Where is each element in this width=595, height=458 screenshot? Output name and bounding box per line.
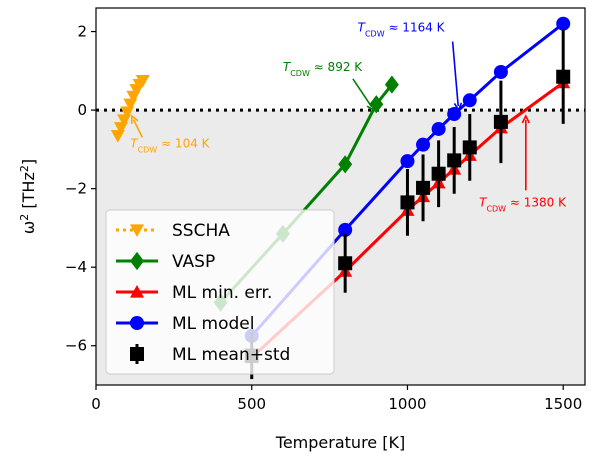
y-tick-label: −4 (65, 258, 87, 276)
y-axis-label: ω2 [THz2] (18, 159, 39, 234)
y-label-unit-pre: [THz (19, 172, 38, 214)
y-tick-label: 0 (77, 101, 87, 119)
y-label-main: ω (19, 221, 38, 234)
data-point (556, 16, 571, 31)
y-tick-label: 2 (77, 23, 87, 41)
annotation-arrowhead (453, 102, 463, 112)
cdw-annotation: TCDW ≈ 1164 K (358, 21, 463, 112)
legend-entry: ML model (116, 314, 254, 334)
annotation-arrowhead (521, 114, 531, 124)
data-point (493, 65, 508, 80)
cdw-annotation: TCDW ≈ 104 K (130, 114, 211, 154)
series-sscha (110, 75, 150, 143)
legend-label: ML mean+std (172, 345, 290, 365)
data-point (447, 107, 462, 122)
legend-entry: VASP (116, 251, 215, 272)
cdw-annotation: TCDW ≈ 1380 K (479, 114, 567, 213)
legend-entry: ML min. err. (116, 283, 272, 303)
data-point (384, 75, 399, 94)
y-label-sup: 2 (18, 214, 31, 221)
data-point (400, 195, 415, 210)
plot-frame (95, 7, 586, 386)
y-label-unit-post: ] (19, 159, 38, 165)
data-point (338, 155, 353, 174)
legend-marker (130, 316, 144, 330)
legend-entry: ML mean+std (130, 344, 290, 365)
legend-label: SSCHA (172, 221, 230, 241)
annotation-arrowhead (130, 114, 139, 124)
data-point (431, 121, 446, 136)
series-ml-model (244, 16, 571, 343)
data-point (416, 137, 431, 152)
data-point (135, 75, 150, 88)
annotation-text: TCDW ≈ 1164 K (358, 21, 446, 39)
data-point (338, 222, 353, 237)
legend: SSCHA VASP ML min. err. ML model ML mean+std (105, 209, 335, 375)
x-tick-label: 1500 (544, 395, 582, 413)
legend-entry: SSCHA (116, 221, 230, 241)
annotation-arrowhead (366, 102, 375, 112)
y-tick-label: −6 (65, 337, 87, 355)
legend-label: ML model (172, 314, 254, 334)
y-label-unit-sup: 2 (18, 165, 31, 172)
annotation-arrow (451, 41, 459, 107)
data-point (462, 140, 477, 155)
annotation-text: TCDW ≈ 892 K (283, 60, 363, 78)
x-tick-label: 1000 (388, 395, 426, 413)
y-tick-label: −2 (65, 180, 87, 198)
cdw-annotation: TCDW ≈ 892 K (283, 60, 375, 112)
legend-marker (130, 347, 144, 361)
legend-marker (130, 224, 144, 237)
data-point (462, 93, 477, 108)
data-point (556, 69, 571, 84)
data-point (493, 114, 508, 129)
data-point (338, 256, 353, 271)
annotation-arrow (132, 119, 143, 138)
legend-label: ML min. err. (172, 283, 272, 303)
data-point (416, 180, 431, 195)
x-axis-label: Temperature [K] (275, 433, 405, 452)
legend-label: VASP (172, 252, 215, 272)
data-point (447, 153, 462, 168)
annotation-text: TCDW ≈ 104 K (130, 136, 210, 154)
annotations: TCDW ≈ 104 K TCDW ≈ 892 K TCDW ≈ 1164 K TCD… (130, 21, 567, 213)
legend-marker (130, 285, 144, 298)
annotation-text: TCDW ≈ 1380 K (479, 195, 567, 213)
x-tick-label: 500 (237, 395, 266, 413)
data-point (431, 166, 446, 181)
legend-box (105, 209, 335, 375)
legend-marker (130, 251, 144, 271)
annotation-arrow (352, 78, 373, 108)
axes: 0 500 1000 1500 2 0 −2 −4 −6 (65, 7, 586, 413)
data-point (400, 154, 415, 169)
x-tick-label: 0 (91, 395, 101, 413)
